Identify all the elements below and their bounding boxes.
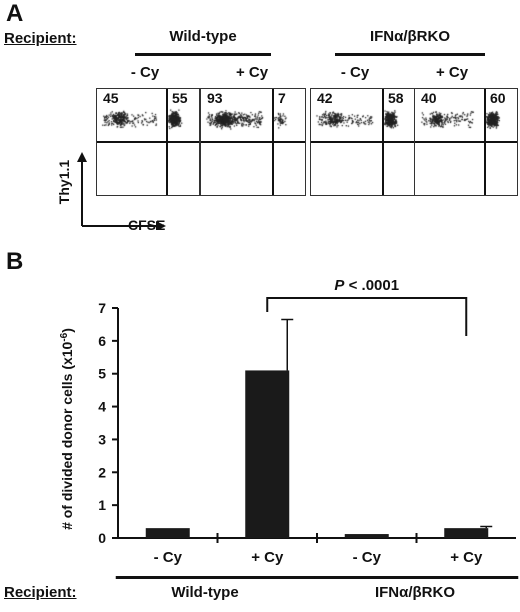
y-tick-label-0: 0 — [98, 530, 106, 546]
flow-axis-arrows — [77, 152, 166, 230]
panel-a-group-wild-type: Wild-type — [169, 28, 237, 45]
flow-plot-2-right-pct: 7 — [278, 90, 286, 106]
flow-plot-3: 42 58 — [310, 88, 416, 196]
x-tick-label-2: + Cy — [251, 549, 284, 566]
bar-chart-svg: 0 1 2 3 4 5 6 7 # of divided donor cells (x10-6)… — [59, 277, 519, 579]
flow-plot-1: 45 55 — [96, 88, 200, 196]
flow-plot-4-right-pct: 60 — [490, 90, 506, 106]
flow-plot-2-left-pct: 93 — [207, 90, 223, 106]
y-tick-label-3: 3 — [98, 431, 106, 447]
x-tick-label-3: - Cy — [353, 549, 382, 566]
bar-4 — [444, 528, 489, 538]
panel-a-condition-3: - Cy — [340, 64, 370, 81]
bar-1 — [145, 528, 190, 538]
y-tick-label-2: 2 — [98, 464, 106, 480]
flow-plot-1-gate-horizontal — [97, 141, 199, 143]
panel-a-group-ifnko: IFNα/βRKO — [369, 28, 451, 45]
y-tick-label-6: 6 — [98, 333, 106, 349]
panel-b-group-wild-type: Wild-type — [171, 584, 239, 601]
flow-x-axis-label: CFSE — [128, 217, 166, 233]
flow-y-arrowhead-icon — [77, 152, 87, 162]
y-tick-label-1: 1 — [98, 497, 106, 513]
panel-b-recipient-label: Recipient: — [4, 584, 77, 601]
flow-plot-2: 93 7 — [200, 88, 306, 196]
significance-bracket — [266, 297, 468, 336]
flow-plot-1-left-pct: 45 — [103, 90, 119, 106]
panel-a-group-bar-wild-type — [135, 53, 271, 56]
y-tick-label-4: 4 — [98, 399, 106, 415]
panel-b-group-ifnko: IFNα/βRKO — [374, 584, 456, 601]
bar-3 — [344, 534, 389, 538]
y-axis-label: # of divided donor cells (x10-6) — [59, 328, 76, 530]
flow-y-axis-label: Thy1.1 — [56, 159, 72, 205]
flow-plot-3-gate-horizontal — [311, 141, 415, 143]
flow-plot-2-gate-horizontal — [201, 141, 305, 143]
panel-b-letter: B — [6, 248, 24, 275]
flow-plot-4-left-pct: 40 — [421, 90, 437, 106]
flow-plot-4: 40 60 — [414, 88, 518, 196]
x-tick-label-4: + Cy — [450, 549, 483, 566]
flow-plot-3-left-pct: 42 — [317, 90, 333, 106]
panel-a-letter: A — [6, 0, 24, 27]
group-bar-ifnko — [314, 576, 519, 579]
flow-plot-4-gate-horizontal — [415, 141, 517, 143]
panel-a-group-bar-ifnko — [335, 53, 485, 56]
y-tick-label-7: 7 — [98, 300, 106, 316]
group-bar-wild-type — [115, 576, 320, 579]
panel-a-recipient-label: Recipient: — [4, 30, 77, 47]
panel-a-condition-4: + Cy — [435, 64, 469, 81]
x-tick-label-1: - Cy — [154, 549, 183, 566]
y-tick-label-5: 5 — [98, 366, 106, 382]
flow-plot-1-right-pct: 55 — [172, 90, 188, 106]
bar-2 — [245, 370, 290, 538]
panel-a-condition-1: - Cy — [130, 64, 160, 81]
flow-plot-3-right-pct: 58 — [388, 90, 404, 106]
flow-x-arrowhead-icon — [156, 221, 166, 230]
significance-label: P < .0001 — [334, 277, 399, 294]
panel-a-condition-2: + Cy — [235, 64, 269, 81]
